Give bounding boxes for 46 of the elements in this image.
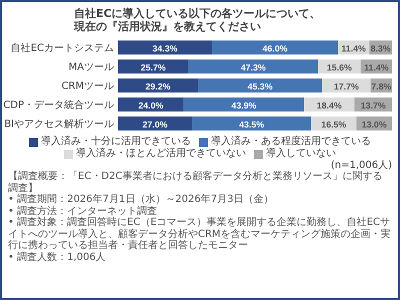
data-label: 7.8% [371,81,392,92]
data-label: 11.4% [364,62,389,72]
y-tick-label: CDP・データ統合ツール [3,99,114,111]
legend-label: 導入済み・ある程度活用できている [211,136,371,148]
data-label: 46.0% [262,43,288,54]
text: • 調査方法：インターネット調査 [8,206,158,216]
bar [118,60,188,74]
data-label: 43.5% [239,119,264,130]
text: 【調査概要：「EC・D2C事業者における顧客データ分析と業務リソース」に関する調査】 [8,171,384,194]
data-label: 34.3% [152,43,178,54]
data-label: 45.3% [248,81,273,92]
data-label: 16.5% [321,119,346,130]
data-label: 43.9% [231,100,257,110]
bar [118,78,198,92]
bar [188,60,318,74]
data-label: 13.0% [362,119,387,130]
data-label: 15.6% [326,62,352,72]
bar [184,98,304,112]
bar [192,116,312,130]
y-tick-label: MAツール [68,62,114,73]
data-label: 27.0% [142,119,168,130]
bar [118,98,184,112]
y-tick-label: CRMツール [61,81,114,92]
y-tick-label: BIやアクセス解析ツール [4,118,114,130]
chart-title: 自社ECに導入している以下の各ツールについて、現在の『活用状況』を教えてください [74,7,322,33]
data-label: 13.7% [360,100,386,110]
data-label: 11.4% [341,43,366,54]
data-label: 47.3% [240,62,266,72]
bar [198,78,322,92]
data-label: 8.3% [370,43,391,54]
text: • 調査期間：2026年7月1日（水）～2026年7月3日（金） [8,194,274,206]
data-label: 18.4% [316,100,342,110]
text: • 調査人数：1,006人 [8,252,107,263]
legend-label: 導入していない [266,148,336,160]
data-label: 17.7% [334,81,360,92]
legend-label: 導入済み・ほとんど活用できていない [76,148,246,160]
data-label: 29.2% [146,81,171,92]
data-label: 25.7% [140,62,166,72]
data-label: 24.0% [138,100,164,110]
bar [118,116,192,130]
text: (n=1,006人) [330,160,392,171]
bar [118,40,212,54]
legend-label: 導入済み・十分に活用できている [41,136,191,148]
text: • 調査対象：調査回答時にEC（Eコマース）事業を展開する企業に勤務し、自社ECサイトへのツール導入と、顧客データ分析やCRMを含むマーケティング施策の企画・実行に携わっている担当者・責任者と回答したモニター [8,217,392,252]
bar [212,40,338,54]
y-tick-label: 自社ECカートシステム [10,42,114,54]
